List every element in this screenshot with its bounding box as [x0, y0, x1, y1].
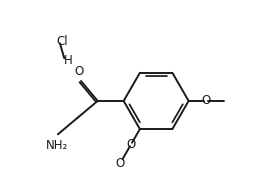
Text: H: H [64, 54, 73, 67]
Text: O: O [202, 94, 211, 107]
Text: NH₂: NH₂ [46, 139, 68, 152]
Text: Cl: Cl [56, 35, 68, 48]
Text: O: O [75, 65, 84, 78]
Text: O: O [115, 157, 125, 170]
Text: O: O [127, 138, 136, 151]
